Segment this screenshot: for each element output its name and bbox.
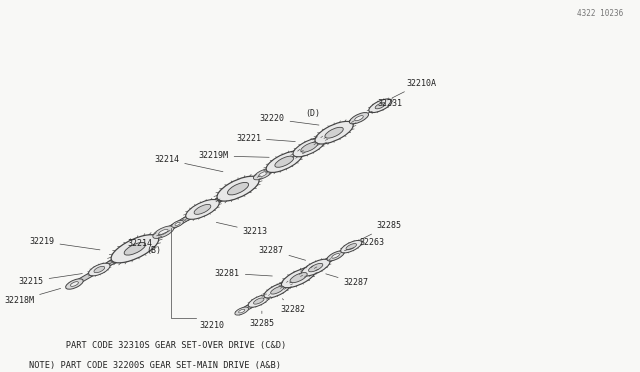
Ellipse shape bbox=[66, 279, 83, 289]
Ellipse shape bbox=[271, 286, 284, 294]
Text: (B): (B) bbox=[147, 246, 161, 254]
Ellipse shape bbox=[308, 263, 323, 272]
Text: (D): (D) bbox=[305, 109, 320, 118]
Ellipse shape bbox=[94, 266, 105, 273]
Ellipse shape bbox=[88, 263, 110, 276]
Ellipse shape bbox=[186, 199, 220, 219]
Text: 32214: 32214 bbox=[154, 155, 223, 172]
Ellipse shape bbox=[153, 226, 174, 238]
Ellipse shape bbox=[259, 171, 268, 177]
Text: 32210: 32210 bbox=[199, 321, 224, 330]
Text: 32281: 32281 bbox=[215, 269, 273, 278]
Polygon shape bbox=[76, 121, 354, 283]
Ellipse shape bbox=[172, 221, 184, 227]
Text: PART CODE 32310S GEAR SET-OVER DRIVE (C&D): PART CODE 32310S GEAR SET-OVER DRIVE (C&… bbox=[29, 341, 287, 350]
Text: 32285: 32285 bbox=[250, 311, 275, 328]
Ellipse shape bbox=[290, 273, 307, 283]
Ellipse shape bbox=[301, 259, 330, 276]
Ellipse shape bbox=[355, 116, 364, 121]
Ellipse shape bbox=[239, 309, 244, 313]
Text: 32220: 32220 bbox=[260, 114, 319, 125]
Ellipse shape bbox=[124, 243, 146, 255]
Text: 32231: 32231 bbox=[369, 99, 403, 113]
Text: 32221: 32221 bbox=[236, 134, 295, 142]
Ellipse shape bbox=[369, 99, 392, 113]
Ellipse shape bbox=[266, 151, 303, 173]
Ellipse shape bbox=[227, 182, 248, 195]
Ellipse shape bbox=[248, 295, 269, 307]
Ellipse shape bbox=[111, 235, 159, 263]
Polygon shape bbox=[236, 254, 339, 315]
Ellipse shape bbox=[275, 156, 294, 167]
Text: 32210A: 32210A bbox=[392, 79, 436, 98]
Text: 32263: 32263 bbox=[344, 238, 384, 251]
Text: 32215: 32215 bbox=[19, 273, 83, 286]
Ellipse shape bbox=[315, 121, 353, 144]
Ellipse shape bbox=[301, 142, 317, 152]
Ellipse shape bbox=[175, 222, 180, 225]
Text: 32219: 32219 bbox=[29, 237, 100, 250]
Text: 32287: 32287 bbox=[326, 274, 369, 287]
Ellipse shape bbox=[293, 138, 325, 157]
Text: NOTE) PART CODE 32200S GEAR SET-MAIN DRIVE (A&B): NOTE) PART CODE 32200S GEAR SET-MAIN DRI… bbox=[29, 361, 281, 370]
Ellipse shape bbox=[253, 298, 264, 304]
Ellipse shape bbox=[282, 267, 316, 288]
Ellipse shape bbox=[253, 169, 273, 180]
Ellipse shape bbox=[375, 103, 385, 109]
Text: 32214: 32214 bbox=[128, 231, 170, 248]
Text: 32218M: 32218M bbox=[4, 288, 61, 305]
Ellipse shape bbox=[332, 254, 339, 258]
Ellipse shape bbox=[194, 205, 211, 214]
Text: 4322 10236: 4322 10236 bbox=[577, 9, 623, 18]
Ellipse shape bbox=[70, 282, 78, 286]
Ellipse shape bbox=[325, 127, 343, 138]
Ellipse shape bbox=[264, 282, 291, 298]
Text: 32285: 32285 bbox=[360, 221, 401, 240]
Ellipse shape bbox=[340, 240, 362, 253]
Ellipse shape bbox=[327, 251, 344, 261]
Ellipse shape bbox=[217, 176, 259, 201]
Text: 32282: 32282 bbox=[280, 299, 305, 314]
Ellipse shape bbox=[349, 113, 369, 124]
Ellipse shape bbox=[159, 230, 168, 235]
Text: 32219M: 32219M bbox=[198, 151, 269, 160]
Ellipse shape bbox=[346, 244, 356, 250]
Text: 32287: 32287 bbox=[259, 246, 306, 260]
Text: 32213: 32213 bbox=[216, 222, 268, 236]
Ellipse shape bbox=[235, 307, 248, 315]
